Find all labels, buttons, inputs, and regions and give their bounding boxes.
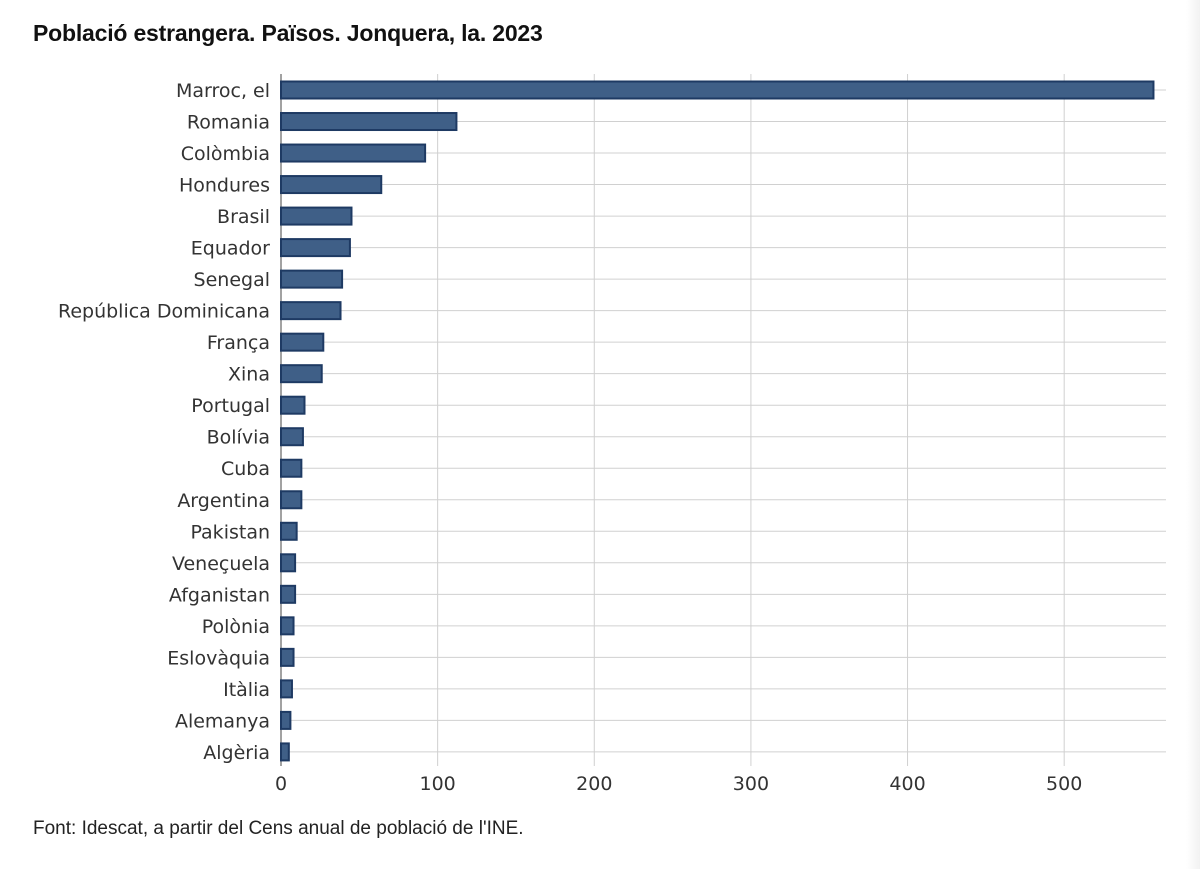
bar [280, 238, 351, 258]
category-label: República Dominicana [58, 301, 270, 323]
category-label: Veneçuela [172, 553, 270, 575]
bar [280, 679, 293, 699]
category-label: Bolívia [207, 427, 270, 449]
category-label: Eslovàquia [167, 647, 270, 669]
page-edge-shadow [1186, 0, 1200, 869]
category-label: França [207, 332, 270, 354]
bar [280, 112, 458, 132]
category-label: Algèria [203, 742, 270, 764]
category-label: Xina [228, 364, 270, 386]
bar [280, 395, 306, 415]
category-label: Hondures [179, 175, 270, 197]
x-tick-label: 400 [889, 773, 925, 795]
bar [280, 269, 344, 289]
bar [280, 458, 303, 478]
x-tick-label: 500 [1046, 773, 1082, 795]
category-label: Brasil [217, 206, 270, 228]
x-tick-label: 200 [576, 773, 612, 795]
bar [280, 616, 295, 636]
category-label: Argentina [177, 490, 270, 512]
chart-title: Població estrangera. Països. Jonquera, l… [33, 20, 543, 46]
bar [280, 521, 298, 541]
category-label: Romania [187, 112, 270, 134]
x-tick-label: 300 [733, 773, 769, 795]
category-label: Colòmbia [181, 143, 270, 165]
category-label: Alemanya [175, 710, 270, 732]
source-note: Font: Idescat, a partir del Cens anual d… [33, 818, 524, 839]
x-tick-label: 100 [420, 773, 456, 795]
category-label: Portugal [191, 395, 270, 417]
bar [280, 332, 325, 352]
bar [280, 80, 1155, 100]
bar [280, 584, 297, 604]
bar [280, 364, 323, 384]
category-label: Marroc, el [176, 80, 270, 102]
bar [280, 553, 297, 573]
bar [280, 742, 290, 762]
category-label: Equador [191, 238, 270, 260]
bar [280, 206, 353, 226]
category-label: Afganistan [169, 584, 270, 606]
bar [280, 427, 304, 447]
category-label: Polònia [202, 616, 270, 638]
bar [280, 301, 342, 321]
bar [280, 710, 292, 730]
category-label: Pakistan [190, 521, 270, 543]
x-tick-label: 0 [275, 773, 287, 795]
category-label: Cuba [221, 458, 270, 480]
category-label: Senegal [194, 269, 270, 291]
bar [280, 647, 295, 667]
bar [280, 143, 427, 163]
bar [280, 490, 303, 510]
bar [280, 175, 383, 195]
category-label: Itàlia [223, 679, 270, 701]
